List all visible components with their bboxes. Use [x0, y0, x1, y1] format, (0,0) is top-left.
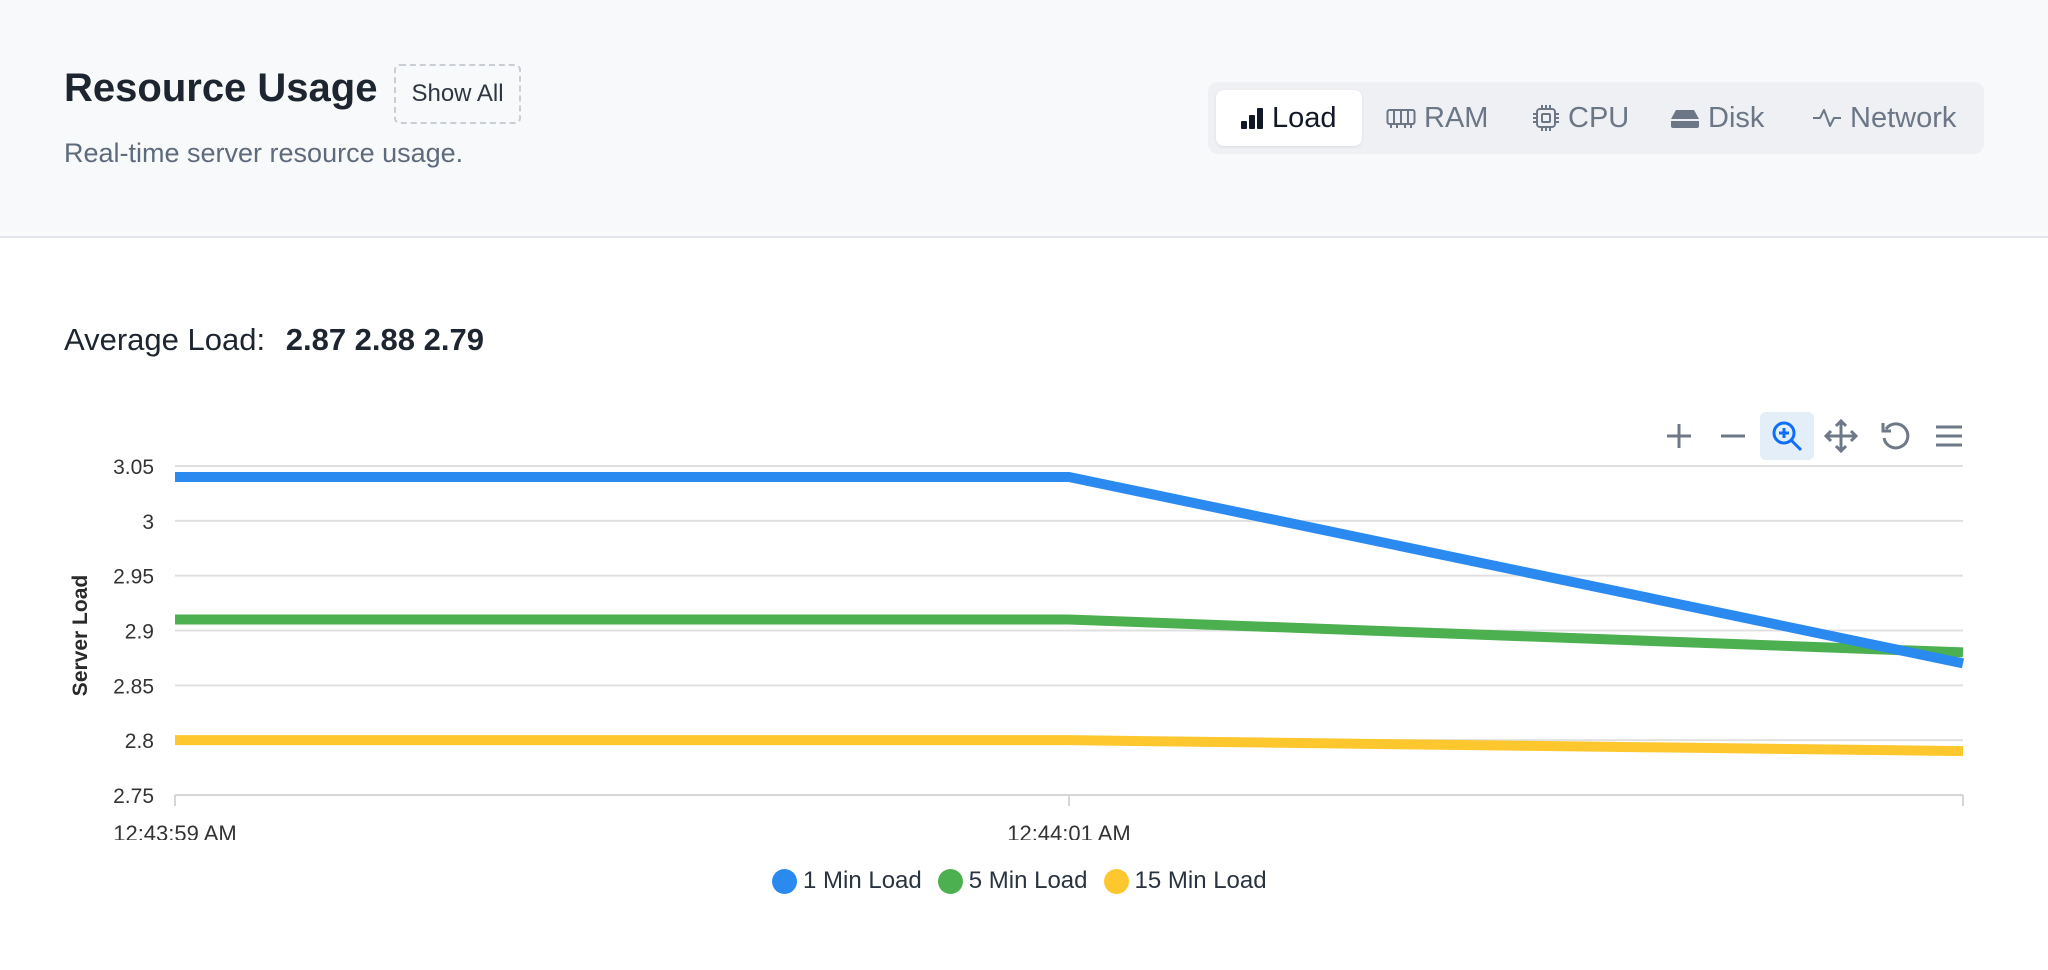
chart-toolbar — [1652, 412, 1976, 460]
legend-marker — [1103, 868, 1129, 894]
tab-cpu-label: CPU — [1568, 101, 1630, 134]
legend-item-5min[interactable]: 5 Min Load — [937, 867, 1088, 895]
series-line — [175, 735, 1964, 757]
load-chart: 3.05 3 2.95 2.9 2.85 2.8 2.75 12:43:59 AM 12:44:… — [69, 456, 1965, 840]
pan-icon[interactable] — [1814, 412, 1868, 460]
y-tick-label: 2.95 — [113, 566, 154, 589]
tab-disk[interactable]: Disk — [1654, 90, 1788, 146]
y-tick-label: 2.8 — [125, 730, 154, 753]
zoom-in-icon[interactable] — [1652, 412, 1706, 460]
tab-network[interactable]: Network — [1796, 90, 1976, 146]
header: Resource Usage Show All Real-time server… — [0, 0, 2048, 238]
resource-tabs: Load RAM CPU — [1208, 82, 1984, 154]
legend-item-15min[interactable]: 15 Min Load — [1103, 867, 1267, 895]
zoom-out-icon[interactable] — [1706, 412, 1760, 460]
page-subtitle: Real-time server resource usage. — [64, 138, 464, 168]
legend-label: 5 Min Load — [968, 867, 1088, 894]
legend-marker — [937, 868, 963, 894]
cpu-icon — [1533, 105, 1559, 131]
reset-icon[interactable] — [1868, 412, 1922, 460]
memory-icon — [1386, 109, 1416, 128]
bar-chart-icon — [1241, 108, 1263, 129]
tab-load-label: Load — [1272, 101, 1337, 134]
x-tick-label: 12:44:01 AM — [1007, 821, 1131, 840]
y-tick-label: 2.9 — [125, 621, 154, 644]
average-load-label: Average Load: — [64, 322, 266, 357]
selection-zoom-icon[interactable] — [1760, 412, 1814, 460]
show-all-button[interactable]: Show All — [394, 64, 521, 124]
average-load-values: 2.87 2.88 2.79 — [285, 322, 484, 357]
activity-icon — [1813, 109, 1841, 127]
legend-label: 1 Min Load — [803, 867, 922, 894]
tab-cpu[interactable]: CPU — [1516, 90, 1646, 146]
y-tick-label: 3 — [142, 511, 154, 534]
y-axis-label: Server Load — [69, 575, 92, 696]
tab-load[interactable]: Load — [1216, 90, 1362, 146]
legend-label: 15 Min Load — [1134, 867, 1267, 894]
y-tick-label: 2.85 — [113, 675, 154, 698]
disk-icon — [1671, 110, 1699, 128]
tab-disk-label: Disk — [1708, 101, 1765, 134]
legend-marker — [772, 868, 797, 894]
legend-item-1min[interactable]: 1 Min Load — [772, 867, 922, 895]
tab-network-label: Network — [1850, 101, 1957, 134]
series-line — [175, 614, 1964, 658]
chart-legend: 1 Min Load 5 Min Load 15 Min Load — [772, 866, 1283, 896]
tab-ram[interactable]: RAM — [1370, 90, 1508, 146]
y-tick-label: 3.05 — [113, 456, 154, 479]
series-line — [175, 471, 1965, 669]
x-tick-label: 12:43:59 AM — [113, 821, 237, 840]
tab-ram-label: RAM — [1424, 101, 1489, 134]
page-title: Resource Usage — [64, 66, 378, 110]
y-tick-label: 2.75 — [113, 785, 154, 808]
average-load: Average Load: 2.87 2.88 2.79 — [64, 322, 484, 358]
menu-icon[interactable] — [1922, 412, 1976, 460]
